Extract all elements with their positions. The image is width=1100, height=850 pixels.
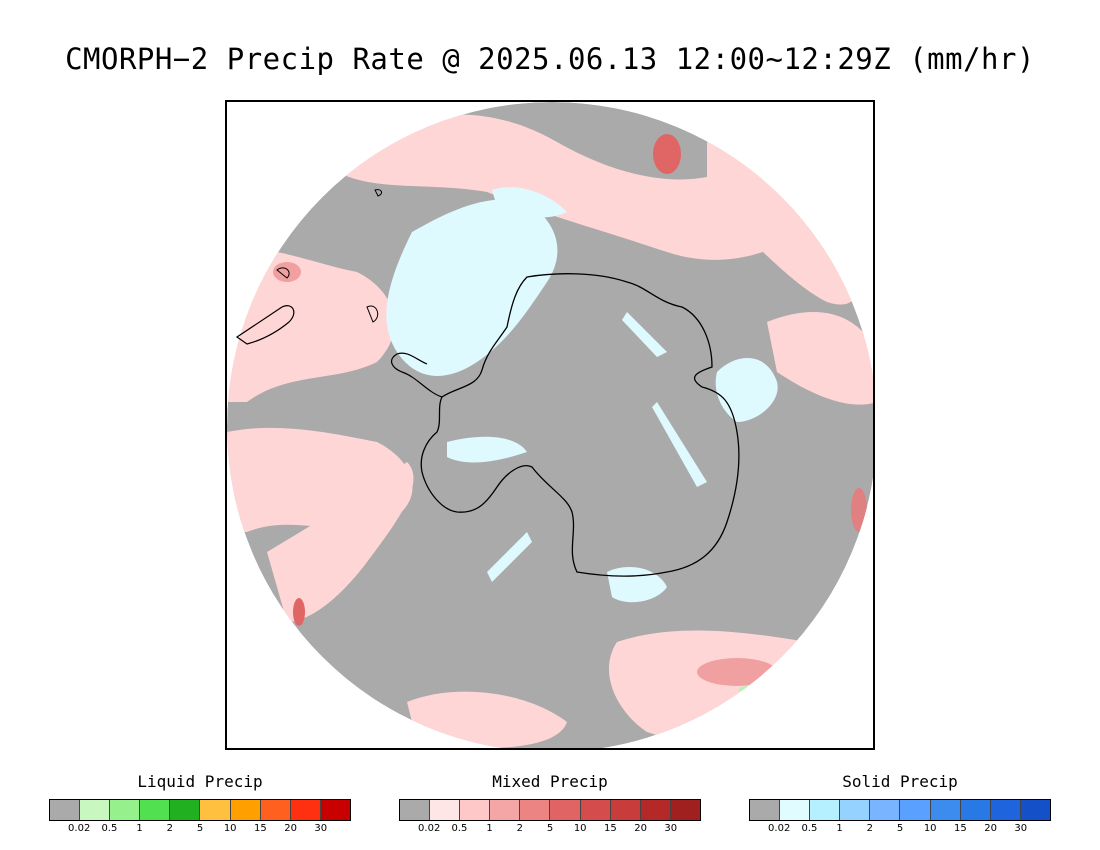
mixed-precip-region-west <box>227 249 395 402</box>
legend-swatch <box>750 800 781 820</box>
mixed-precip-region-southeast <box>608 630 855 746</box>
legend-swatch <box>870 800 901 820</box>
precip-field <box>227 102 873 748</box>
legend-swatch <box>200 800 231 820</box>
legend-swatch <box>610 800 641 820</box>
legend-swatch <box>580 800 611 820</box>
legend-tick-label: 1 <box>836 823 843 834</box>
legend-swatch <box>140 800 171 820</box>
mixed-mid-patch-se <box>697 658 777 686</box>
legend-swatch <box>520 800 551 820</box>
legend-tick-label: 0.02 <box>418 823 441 834</box>
legend-mixed-colorbar <box>399 799 701 821</box>
legend-tick-label: 15 <box>604 823 617 834</box>
legend-swatch <box>780 800 811 820</box>
legend-tick-label: 1 <box>136 823 143 834</box>
legend-liquid-ticks: 0.02 0.5 1 2 5 10 15 20 30 <box>49 821 351 835</box>
south-america-tip-coastline <box>235 305 295 345</box>
legend-swatch <box>930 800 961 820</box>
mixed-heavy-patch-sw <box>293 598 305 626</box>
legend-tick-label: 5 <box>196 823 204 834</box>
legend-tick-label: 10 <box>223 823 237 834</box>
polar-map <box>227 102 873 748</box>
legend-tick-label: 0.5 <box>801 823 818 834</box>
legend-mixed: Mixed Precip 0.02 0.5 1 2 5 10 15 20 30 <box>399 772 701 835</box>
legend-swatch <box>640 800 671 820</box>
legend-tick-label: 15 <box>954 823 967 834</box>
legend-solid-colorbar <box>749 799 1051 821</box>
legend-swatch <box>840 800 871 820</box>
solid-precip-region-east <box>715 358 778 422</box>
mixed-precip-region-south <box>407 691 567 748</box>
legend-liquid-colorbar <box>49 799 351 821</box>
legend-tick-label: 5 <box>896 823 904 834</box>
legend-swatch <box>290 800 321 820</box>
legend-liquid: Liquid Precip 0.02 0.5 1 2 5 10 15 20 30 <box>49 772 351 835</box>
legend-solid: Solid Precip 0.02 0.5 1 2 5 10 15 20 30 <box>749 772 1051 835</box>
legend-swatch <box>320 800 350 820</box>
no-precip-background <box>227 102 873 748</box>
legend-tick-label: 15 <box>254 823 267 834</box>
solid-precip-region-north <box>386 199 558 376</box>
mixed-precip-region-east <box>767 312 873 405</box>
legend-tick-label: 20 <box>284 823 297 834</box>
mixed-heavy-patch-e <box>851 488 867 532</box>
mixed-precip-region-north <box>337 114 827 260</box>
legend-swatch <box>900 800 931 820</box>
antarctica-coastline <box>420 273 740 577</box>
legend-tick-label: 2 <box>516 823 523 834</box>
legend-tick-label: 10 <box>923 823 937 834</box>
legend-solid-ticks: 0.02 0.5 1 2 5 10 15 20 30 <box>749 821 1051 835</box>
liquid-precip-patch-se <box>739 686 755 694</box>
legend-swatch <box>430 800 461 820</box>
legend-tick-label: 30 <box>664 823 678 834</box>
map-panel <box>225 100 875 750</box>
mixed-heavy-patch-ne <box>653 134 681 174</box>
legend-swatch <box>400 800 431 820</box>
legend-tick-label: 0.5 <box>451 823 468 834</box>
legend-tick-label: 0.5 <box>101 823 118 834</box>
legend-tick-label: 0.02 <box>68 823 91 834</box>
legend-mixed-ticks: 0.02 0.5 1 2 5 10 15 20 30 <box>399 821 701 835</box>
plot-title: CMORPH−2 Precip Rate @ 2025.06.13 12:00~… <box>65 42 1035 76</box>
legend-swatch <box>460 800 491 820</box>
legend-tick-label: 30 <box>314 823 328 834</box>
solid-precip-region-ne <box>492 187 567 218</box>
solid-precip-streaks-interior <box>447 312 707 582</box>
legend-tick-label: 30 <box>1014 823 1028 834</box>
antarctic-peninsula-coastline <box>390 352 443 398</box>
mixed-precip-region-northeast <box>707 142 858 305</box>
legend-mixed-title: Mixed Precip <box>492 772 608 791</box>
legend-swatch <box>80 800 111 820</box>
legend-tick-label: 5 <box>546 823 554 834</box>
legend-swatch <box>810 800 841 820</box>
legend-tick-label: 2 <box>166 823 173 834</box>
legend-swatch <box>230 800 261 820</box>
legend-liquid-title: Liquid Precip <box>137 772 263 791</box>
legend-swatch <box>670 800 700 820</box>
legend-swatch <box>50 800 81 820</box>
mixed-mid-patch-nw <box>273 262 301 282</box>
legend-tick-label: 20 <box>984 823 997 834</box>
legend-tick-label: 2 <box>866 823 873 834</box>
legend-swatch <box>1020 800 1050 820</box>
legend-swatch <box>490 800 521 820</box>
legend-tick-label: 0.02 <box>768 823 791 834</box>
legend-tick-label: 20 <box>634 823 647 834</box>
legend-swatch <box>170 800 201 820</box>
legend-tick-label: 10 <box>573 823 587 834</box>
south-america-islands <box>276 189 383 323</box>
legend-swatch <box>260 800 291 820</box>
mixed-precip-region-southwest <box>267 462 414 622</box>
legend-swatch <box>990 800 1021 820</box>
legend-swatch <box>110 800 141 820</box>
legend-tick-label: 1 <box>486 823 493 834</box>
legend-swatch <box>960 800 991 820</box>
legend-solid-title: Solid Precip <box>842 772 958 791</box>
legend-swatch <box>550 800 581 820</box>
